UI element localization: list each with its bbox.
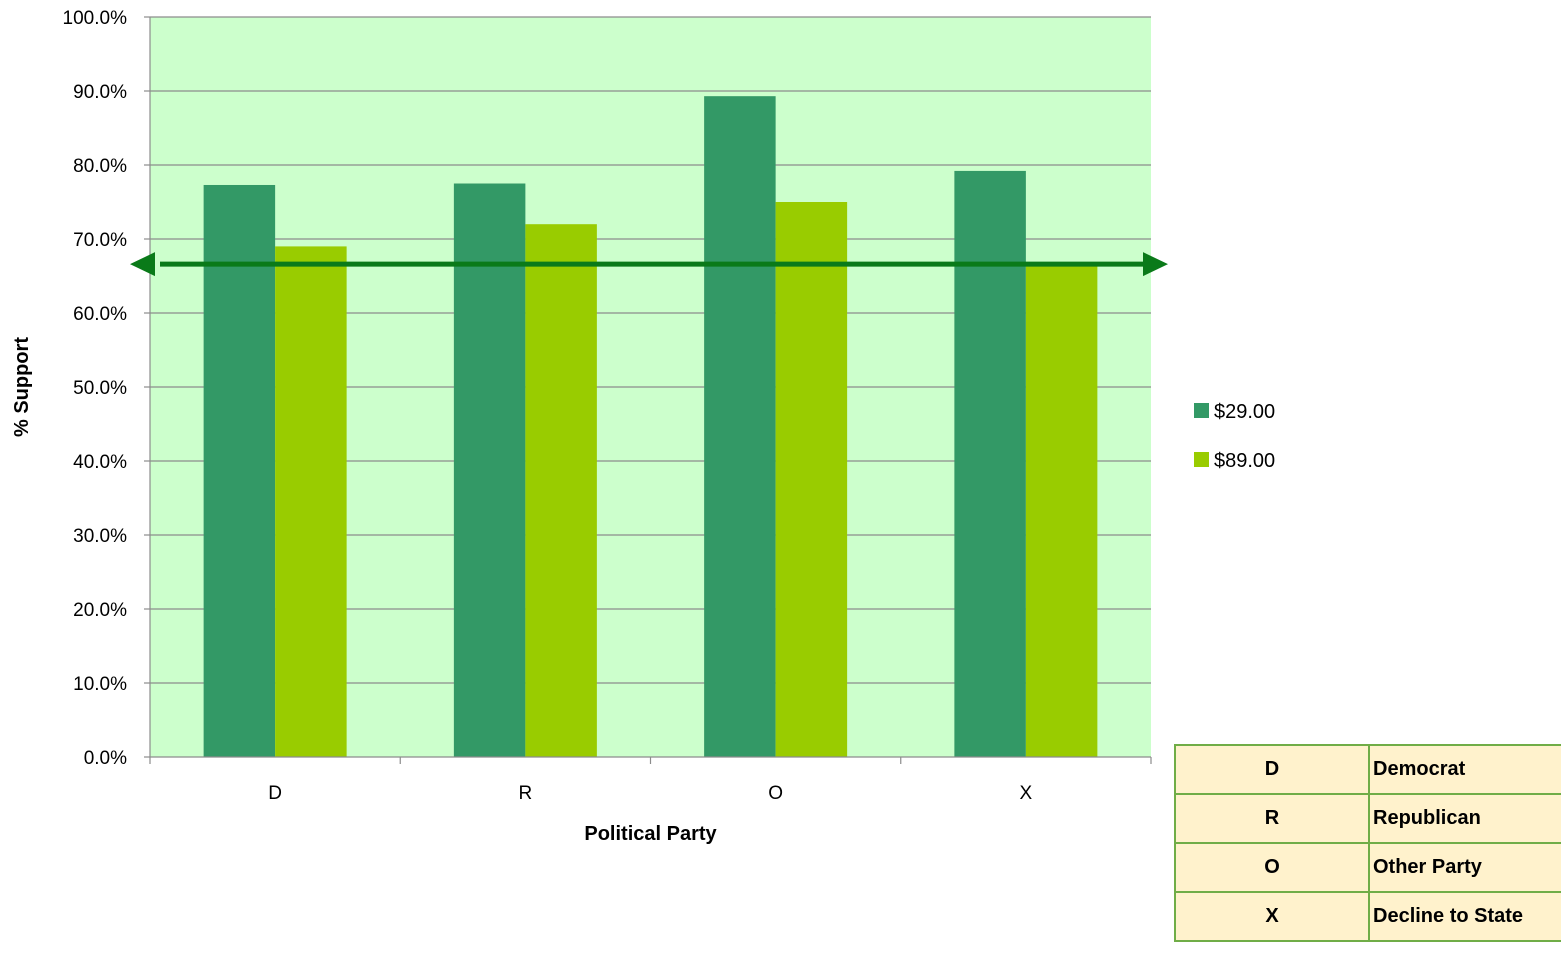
x-tick-label: X xyxy=(1020,783,1033,804)
table-row: O Other Party xyxy=(1174,842,1561,893)
legend-swatch xyxy=(1194,403,1209,418)
party-code: O xyxy=(1174,842,1370,893)
bar xyxy=(203,184,276,758)
reference-arrow-right xyxy=(1143,252,1168,277)
x-tick-label: D xyxy=(268,783,282,804)
x-axis-title: Political Party xyxy=(584,823,717,845)
bar xyxy=(704,96,776,758)
y-tick-label: 50.0% xyxy=(73,378,127,399)
table-row: D Democrat xyxy=(1174,744,1561,795)
legend-swatch xyxy=(1194,452,1209,467)
table-row: X Decline to State xyxy=(1174,891,1561,942)
tick-labels: 0.0% 10.0% 20.0% 30.0% 40.0% 50.0% 60.0% 70.0% 8… xyxy=(63,8,1033,804)
y-tick-label: 60.0% xyxy=(73,304,127,325)
y-tick-label: 10.0% xyxy=(73,674,127,695)
y-tick-label: 100.0% xyxy=(63,8,128,29)
party-name: Democrat xyxy=(1368,744,1561,795)
y-tick-label: 80.0% xyxy=(73,156,127,177)
x-tick-label: R xyxy=(519,783,533,804)
party-code: R xyxy=(1174,793,1370,844)
party-name: Decline to State xyxy=(1368,891,1561,942)
axes xyxy=(144,16,1152,764)
party-code: D xyxy=(1174,744,1370,795)
bar xyxy=(525,224,597,757)
bar xyxy=(954,170,1026,758)
legend: $29.00 $89.00 xyxy=(1194,401,1275,472)
x-tick-label: O xyxy=(768,783,783,804)
party-legend-table: D Democrat R Republican O Other Party X … xyxy=(1174,744,1561,942)
y-tick-label: 0.0% xyxy=(84,748,127,769)
y-tick-label: 40.0% xyxy=(73,452,127,473)
bar xyxy=(275,246,347,757)
y-tick-label: 30.0% xyxy=(73,526,127,547)
bar xyxy=(453,183,526,757)
bars xyxy=(203,96,1098,758)
y-tick-label: 70.0% xyxy=(73,230,127,251)
y-tick-label: 20.0% xyxy=(73,600,127,621)
bar xyxy=(775,202,848,757)
party-name: Other Party xyxy=(1368,842,1561,893)
party-name: Republican xyxy=(1368,793,1561,844)
reference-arrow-left xyxy=(130,252,155,277)
y-tick-label: 90.0% xyxy=(73,82,127,103)
legend-label: $29.00 xyxy=(1214,401,1275,423)
party-code: X xyxy=(1174,891,1370,942)
y-axis-title: % Support xyxy=(11,337,33,437)
bar xyxy=(1025,264,1098,757)
reference-line xyxy=(130,252,1168,277)
table-row: R Republican xyxy=(1174,793,1561,844)
legend-label: $89.00 xyxy=(1214,450,1275,472)
